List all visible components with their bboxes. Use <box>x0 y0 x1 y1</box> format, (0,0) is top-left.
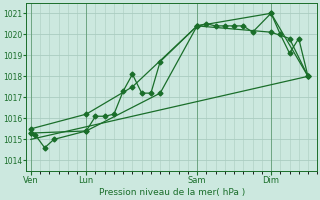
X-axis label: Pression niveau de la mer( hPa ): Pression niveau de la mer( hPa ) <box>99 188 245 197</box>
